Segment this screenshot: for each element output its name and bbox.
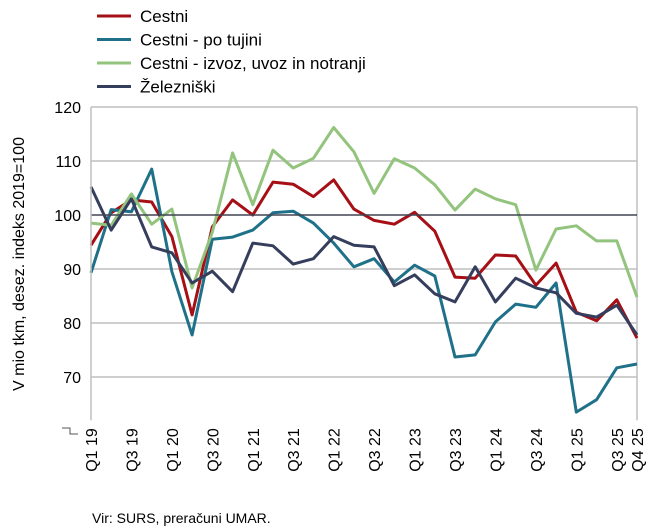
y-tick-label: 80 [63, 316, 81, 333]
x-tick-label: Q3 20 [205, 428, 222, 472]
legend-label: Cestni - po tujini [140, 31, 262, 50]
x-tick-label: Q3 21 [286, 428, 303, 472]
x-tick-label: Q1 20 [165, 428, 182, 472]
y-tick-label: 90 [63, 262, 81, 279]
y-axis-label: V mio tkm, desez. indeks 2019=100 [11, 137, 28, 391]
x-tick-label: Q3 22 [367, 428, 384, 472]
x-tick-label: Q3 25 [610, 428, 627, 472]
y-tick-label: 70 [63, 370, 81, 387]
x-tick-label: Q1 23 [408, 428, 425, 472]
y-tick-label: 100 [54, 208, 81, 225]
legend-label: Cestni [140, 7, 188, 26]
x-tick-label: Q1 19 [84, 428, 101, 472]
y-tick-label: 110 [55, 154, 81, 171]
series-line-0 [89, 178, 639, 339]
x-tick-label: Q1 21 [246, 428, 263, 472]
x-tick-label: Q1 24 [488, 428, 505, 472]
axis-break-icon [62, 427, 78, 435]
legend-label: Železniški [140, 78, 216, 97]
x-tick-label: Q3 23 [448, 428, 465, 472]
y-tick-label: 120 [54, 100, 81, 117]
series-line-2 [90, 126, 639, 298]
x-tick-label: Q1 22 [327, 428, 344, 472]
source-note: Vir: SURS, preračuni UMAR. [92, 510, 271, 526]
series-line-3 [89, 186, 639, 336]
x-tick-label: Q3 19 [124, 428, 141, 472]
x-tick-label: Q4 25 [630, 428, 647, 472]
legend-label: Cestni - izvoz, uvoz in notranji [140, 54, 366, 73]
series-line-1 [89, 167, 638, 414]
x-tick-label: Q1 25 [569, 428, 586, 472]
x-tick-label: Q3 24 [529, 428, 546, 472]
